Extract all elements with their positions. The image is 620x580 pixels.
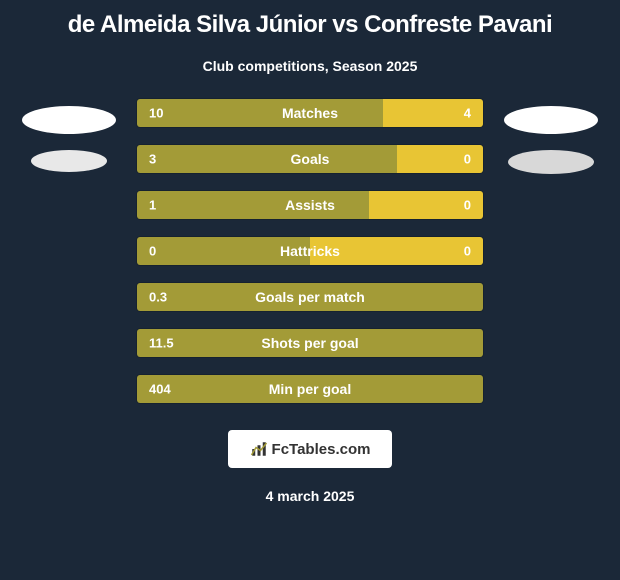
player-right-avatar xyxy=(504,106,598,134)
bar-chart-icon xyxy=(250,440,268,458)
stat-value-right: 0 xyxy=(464,244,471,259)
stat-value-left: 0 xyxy=(149,244,156,259)
stat-label: Min per goal xyxy=(269,381,351,397)
stat-bar-left xyxy=(137,145,397,173)
stat-row: 404 Min per goal xyxy=(136,374,484,404)
stat-value-left: 10 xyxy=(149,106,163,121)
stat-value-left: 11.5 xyxy=(149,336,174,351)
stat-bar-left xyxy=(137,99,383,127)
stat-value-left: 404 xyxy=(149,382,171,397)
chart-area: 104Matches30Goals10Assists00Hattricks0.3… xyxy=(10,98,610,404)
stat-label: Shots per goal xyxy=(261,335,358,351)
player-right-badge xyxy=(508,150,594,174)
stat-value-right: 0 xyxy=(464,152,471,167)
stat-value-right: 4 xyxy=(464,106,471,121)
subtitle: Club competitions, Season 2025 xyxy=(203,58,418,74)
stat-row: 0 0 Hattricks xyxy=(136,236,484,266)
stat-value-left: 0.3 xyxy=(149,290,167,305)
stat-label: Matches xyxy=(282,105,338,121)
player-left-badge xyxy=(31,150,107,172)
stat-row: 3 0 Goals xyxy=(136,144,484,174)
player-right-col xyxy=(492,98,610,174)
stat-label: Goals per match xyxy=(255,289,365,305)
stat-row: 1 0 Assists xyxy=(136,190,484,220)
stat-row: 0.3 Goals per match xyxy=(136,282,484,312)
comparison-card: de Almeida Silva Júnior vs Confreste Pav… xyxy=(0,0,620,580)
stat-row: 11.5 Shots per goal xyxy=(136,328,484,358)
page-title: de Almeida Silva Júnior vs Confreste Pav… xyxy=(68,12,552,38)
stat-bars: 104Matches30Goals10Assists00Hattricks0.3… xyxy=(128,98,492,404)
player-left-col xyxy=(10,98,128,172)
stat-row: 10 4 Matches xyxy=(136,98,484,128)
logo-text: FcTables.com xyxy=(272,441,371,458)
date-text: 4 march 2025 xyxy=(266,488,355,504)
player-left-avatar xyxy=(22,106,116,134)
stat-label: Goals xyxy=(291,151,330,167)
stat-label: Assists xyxy=(285,197,335,213)
stat-value-left: 3 xyxy=(149,152,156,167)
stat-value-left: 1 xyxy=(149,198,156,213)
stat-label: Hattricks xyxy=(280,243,340,259)
site-logo[interactable]: FcTables.com xyxy=(228,430,393,468)
stat-value-right: 0 xyxy=(464,198,471,213)
